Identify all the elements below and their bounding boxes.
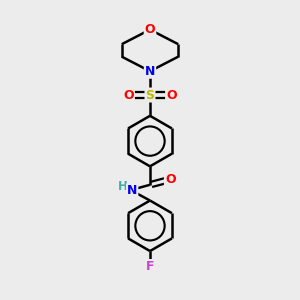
Text: O: O [123, 88, 134, 101]
Text: O: O [165, 173, 175, 186]
Text: O: O [166, 88, 177, 101]
Text: S: S [146, 88, 154, 101]
Text: O: O [145, 23, 155, 36]
Text: F: F [146, 260, 154, 273]
Text: N: N [127, 184, 137, 197]
Text: N: N [145, 65, 155, 78]
Text: H: H [117, 180, 127, 193]
